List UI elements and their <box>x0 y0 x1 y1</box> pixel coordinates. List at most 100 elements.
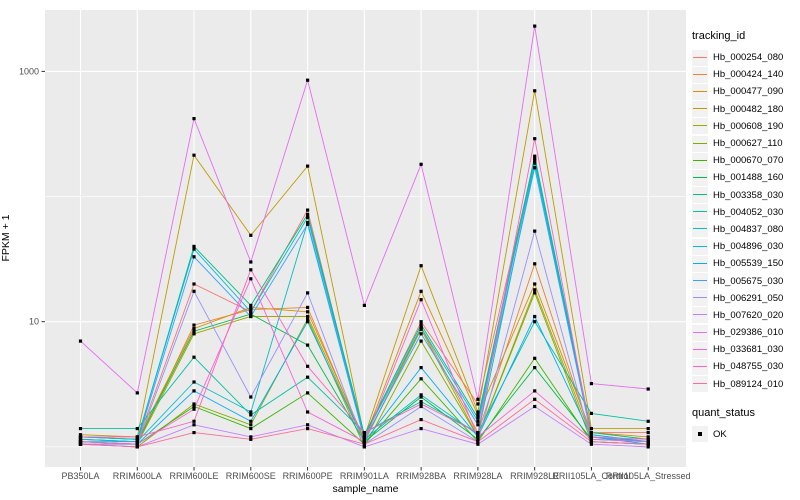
legend-key-line-icon <box>693 228 707 230</box>
data-point <box>306 391 310 395</box>
data-point <box>646 437 650 441</box>
x-tick-label: RRII105LA_Control <box>552 471 630 481</box>
data-point <box>306 423 310 427</box>
data-point <box>78 442 83 446</box>
legend-key <box>692 341 708 358</box>
data-point <box>78 433 83 437</box>
data-point <box>306 310 310 314</box>
legend-item-label: Hb_000670_070 <box>713 155 784 167</box>
data-point <box>362 433 366 437</box>
data-point <box>192 117 196 121</box>
legend-item: Hb_004837_080 <box>692 221 798 238</box>
data-point <box>249 410 253 414</box>
data-point <box>192 323 196 327</box>
data-point <box>476 440 480 444</box>
data-point <box>192 255 196 259</box>
legend-key-line-icon <box>693 348 707 350</box>
data-point <box>306 291 310 295</box>
data-point <box>306 314 310 319</box>
data-point <box>476 435 480 439</box>
data-point <box>362 303 366 307</box>
data-point <box>476 416 480 420</box>
data-point <box>419 162 423 166</box>
legend-item-label: Hb_089124_010 <box>713 378 784 390</box>
y-tick-label: 10 <box>29 317 39 327</box>
legend-key-line-icon <box>693 159 707 161</box>
data-point <box>306 164 310 168</box>
data-point <box>249 395 253 399</box>
data-point <box>249 260 253 264</box>
legend-item-ok: OK <box>692 426 798 443</box>
data-point <box>135 435 139 439</box>
data-point <box>533 154 537 158</box>
data-point <box>249 419 253 423</box>
panel-background <box>45 10 686 467</box>
data-point <box>249 423 253 427</box>
data-point <box>533 229 537 233</box>
data-point <box>192 153 196 157</box>
legend-item: Hb_000482_180 <box>692 101 798 118</box>
legend-quant-status: quant_status OK <box>692 407 798 443</box>
data-point <box>362 437 366 441</box>
legend-key-line-icon <box>693 262 707 264</box>
data-point <box>419 366 423 370</box>
data-point <box>135 440 139 444</box>
data-point <box>589 382 593 386</box>
legend-item: Hb_029386_010 <box>692 324 798 341</box>
data-point <box>646 442 650 446</box>
data-point <box>249 233 253 237</box>
data-point <box>533 282 537 286</box>
legend-item-label: Hb_033681_030 <box>713 344 784 356</box>
data-point <box>192 329 196 333</box>
data-point <box>192 402 196 406</box>
y-axis-title: FPKM + 1 <box>0 214 12 262</box>
data-point <box>533 397 537 401</box>
legend-item-label: OK <box>713 428 727 440</box>
data-point <box>589 433 593 437</box>
legend-key <box>692 83 708 100</box>
legend-title-tracking-id: tracking_id <box>692 30 746 42</box>
data-point <box>192 247 196 251</box>
data-point <box>533 262 537 266</box>
legend-item: Hb_000477_090 <box>692 83 798 100</box>
legend-item-label: Hb_004896_030 <box>713 241 784 253</box>
legend-key <box>692 221 708 238</box>
data-point <box>476 397 480 401</box>
legend-key-line-icon <box>693 280 707 282</box>
data-point <box>533 137 537 141</box>
data-point <box>589 431 593 435</box>
data-point <box>419 395 423 399</box>
data-point <box>533 291 537 295</box>
legend-key <box>692 169 708 186</box>
legend-item-label: Hb_007620_020 <box>713 309 784 321</box>
data-point <box>419 339 423 343</box>
legend-title-quant-status: quant_status <box>692 406 755 419</box>
data-point <box>476 431 480 435</box>
data-point <box>476 433 480 437</box>
data-point <box>419 320 423 324</box>
legend-key-line-icon <box>693 194 707 196</box>
legend-key-line-icon <box>693 211 707 213</box>
data-point <box>419 427 423 431</box>
data-point <box>78 437 83 441</box>
data-point <box>589 427 593 431</box>
data-point <box>419 332 423 336</box>
data-point <box>78 435 83 439</box>
x-tick-label: RRIM600LE <box>170 471 219 481</box>
legend-item-label: Hb_005675_030 <box>713 275 784 287</box>
data-point <box>476 410 480 414</box>
legend-key-line-icon <box>693 314 707 316</box>
data-point <box>362 440 366 444</box>
legend-key <box>692 358 708 375</box>
data-point <box>306 317 310 321</box>
data-point <box>419 289 423 293</box>
data-point <box>306 212 310 216</box>
data-point <box>646 427 650 431</box>
legend-key <box>692 376 708 393</box>
legend-item-label: Hb_000254_080 <box>713 52 784 64</box>
data-point <box>135 442 139 446</box>
data-point <box>362 445 366 449</box>
y-tick-label: 1000 <box>19 66 39 76</box>
data-point <box>192 355 196 359</box>
data-point <box>589 435 593 439</box>
